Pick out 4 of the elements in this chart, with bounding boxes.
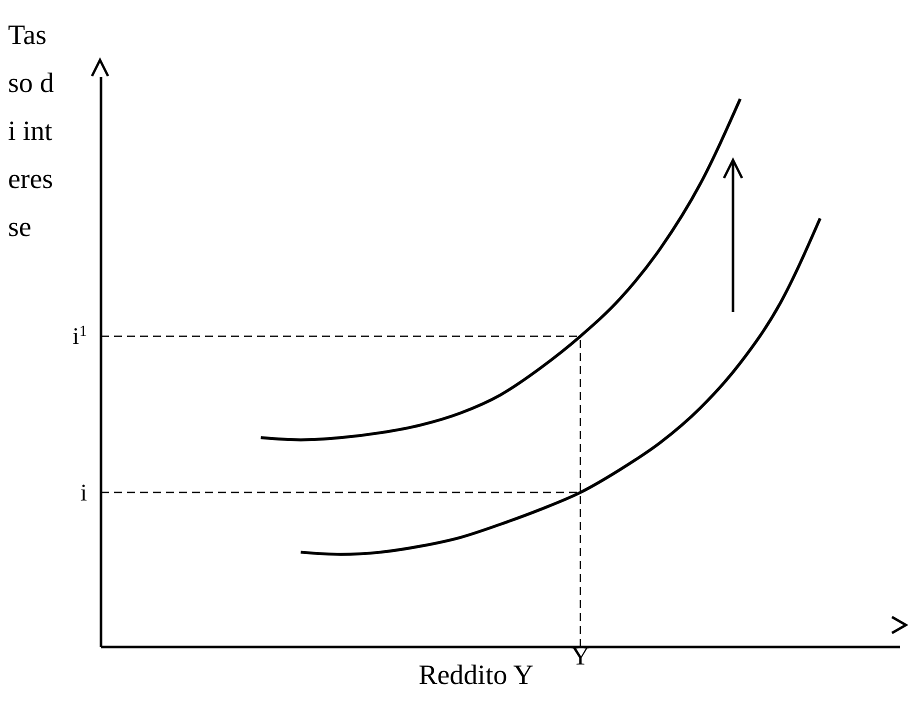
x-axis-title: Reddito Y (418, 660, 534, 691)
y-axis-title: Tasso di interesse (8, 19, 55, 245)
series-label: i (80, 480, 88, 506)
series-label: i$^{1}$ (72, 322, 87, 350)
